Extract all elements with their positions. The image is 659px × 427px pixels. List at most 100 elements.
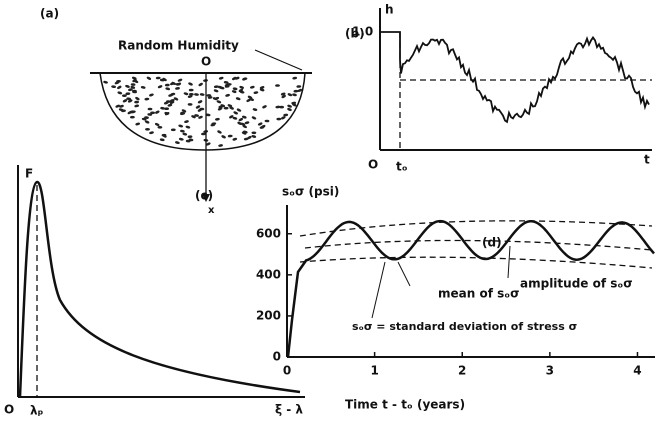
pore (232, 90, 237, 94)
pore (244, 121, 249, 125)
pore (144, 120, 149, 124)
pore (198, 82, 203, 87)
axis-label: Time t - tₒ (years) (345, 398, 465, 412)
pore (262, 105, 267, 109)
pore (145, 128, 150, 131)
annotation: mean of sₒσ (438, 287, 519, 301)
pore (235, 76, 240, 80)
humidity-curve (380, 32, 649, 122)
annotation: Random Humidity (118, 39, 239, 53)
axis-label: sₒσ (psi) (282, 185, 339, 199)
pore (257, 122, 262, 126)
pore (276, 118, 281, 121)
pore (155, 110, 160, 114)
origin-label: O (201, 55, 211, 69)
pore (175, 141, 180, 145)
pore (160, 138, 165, 141)
pore (292, 93, 297, 97)
pore (175, 87, 180, 90)
pore (160, 107, 165, 110)
panel-label: (a) (40, 7, 59, 21)
pore (165, 87, 170, 91)
leader (398, 262, 410, 286)
axis-label: h (385, 3, 394, 17)
pore (251, 135, 256, 139)
pore (188, 103, 193, 106)
pore (122, 94, 127, 97)
pore (165, 84, 170, 87)
origin-label: O (368, 158, 378, 172)
origin-label: O (4, 403, 14, 417)
pore (149, 131, 154, 135)
pore (141, 86, 146, 90)
pore (252, 108, 257, 112)
pore (182, 132, 187, 136)
y-tick-label: 600 (256, 226, 281, 240)
x-tick-label: 0 (283, 364, 291, 378)
y-tick-label: 0 (273, 350, 281, 364)
pore (111, 85, 116, 88)
pore (171, 128, 176, 131)
pore (134, 104, 139, 108)
pore (242, 77, 247, 81)
x-tick-label: 1 (370, 364, 378, 378)
pore (154, 122, 159, 126)
pore (144, 98, 149, 101)
pore (238, 117, 243, 121)
pore (131, 83, 136, 86)
pore (184, 120, 189, 124)
pore (157, 85, 162, 89)
lower-envelope (300, 257, 652, 268)
tick-label: λₚ (30, 404, 44, 418)
pore (292, 76, 297, 79)
pore (189, 89, 194, 92)
pore (219, 76, 224, 80)
pore (236, 108, 241, 113)
pore (214, 85, 219, 88)
pore (252, 132, 257, 135)
tick-label: tₒ (396, 160, 408, 174)
pore (183, 92, 188, 96)
leader (508, 246, 510, 278)
panel-label: (c) (195, 189, 213, 203)
pore (188, 135, 193, 138)
pore (296, 85, 301, 88)
pore (157, 126, 162, 129)
pore (185, 125, 190, 129)
pores (103, 76, 303, 147)
x-tick-label: 3 (546, 364, 554, 378)
pore (233, 111, 238, 115)
pore (275, 105, 280, 108)
pore (217, 130, 222, 135)
pore (146, 76, 151, 81)
tick-label: 1.0 (352, 25, 373, 39)
pore (287, 93, 292, 97)
pore (221, 135, 226, 139)
pore (215, 118, 220, 121)
pore (117, 91, 122, 95)
pore (253, 91, 258, 94)
panel-label: (d) (482, 236, 502, 250)
pore (287, 107, 292, 111)
pore (179, 137, 184, 141)
pore (250, 85, 255, 89)
pore (125, 92, 130, 95)
pore (103, 80, 108, 84)
pore (177, 78, 182, 82)
axis-label: ξ - λ (275, 403, 303, 417)
pore (188, 82, 193, 86)
pore (213, 89, 218, 93)
pore (178, 124, 183, 128)
pore (251, 116, 256, 120)
pore (228, 135, 233, 138)
pore (232, 87, 237, 90)
pore (275, 84, 280, 87)
axis-label: x (208, 205, 215, 216)
pore (265, 120, 270, 123)
pore (148, 108, 153, 111)
pore (134, 101, 139, 104)
axis-label: F (25, 167, 33, 181)
pore (130, 116, 135, 119)
pore (156, 77, 161, 80)
pore (232, 137, 237, 141)
